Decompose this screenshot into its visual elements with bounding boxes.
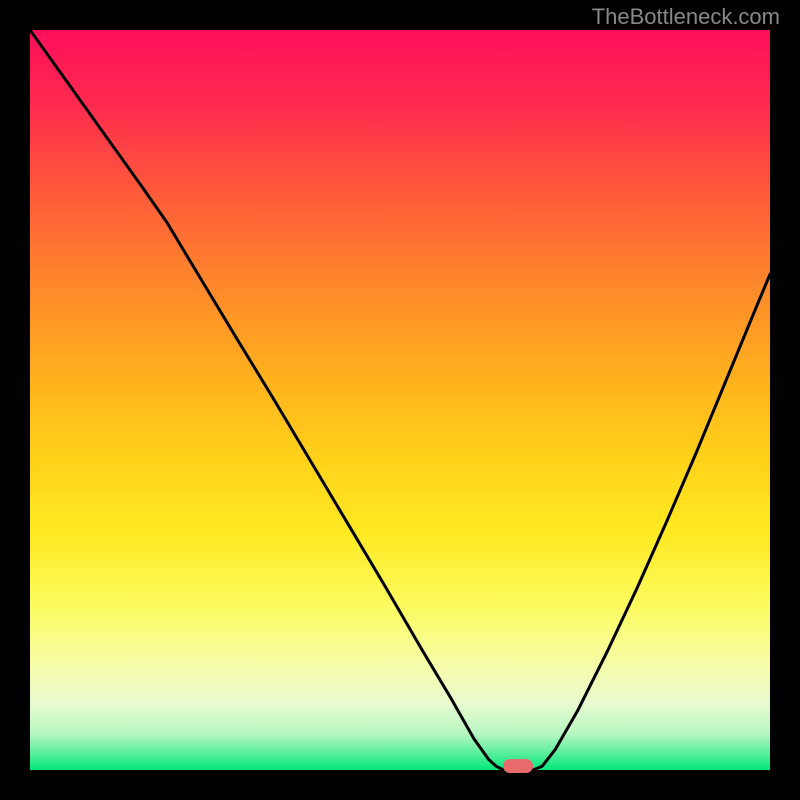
optimum-marker [503, 759, 533, 773]
plot-area [30, 30, 770, 770]
curve-svg [30, 30, 770, 770]
watermark-text: TheBottleneck.com [592, 4, 780, 30]
bottleneck-curve [30, 30, 770, 770]
chart-container: TheBottleneck.com [0, 0, 800, 800]
